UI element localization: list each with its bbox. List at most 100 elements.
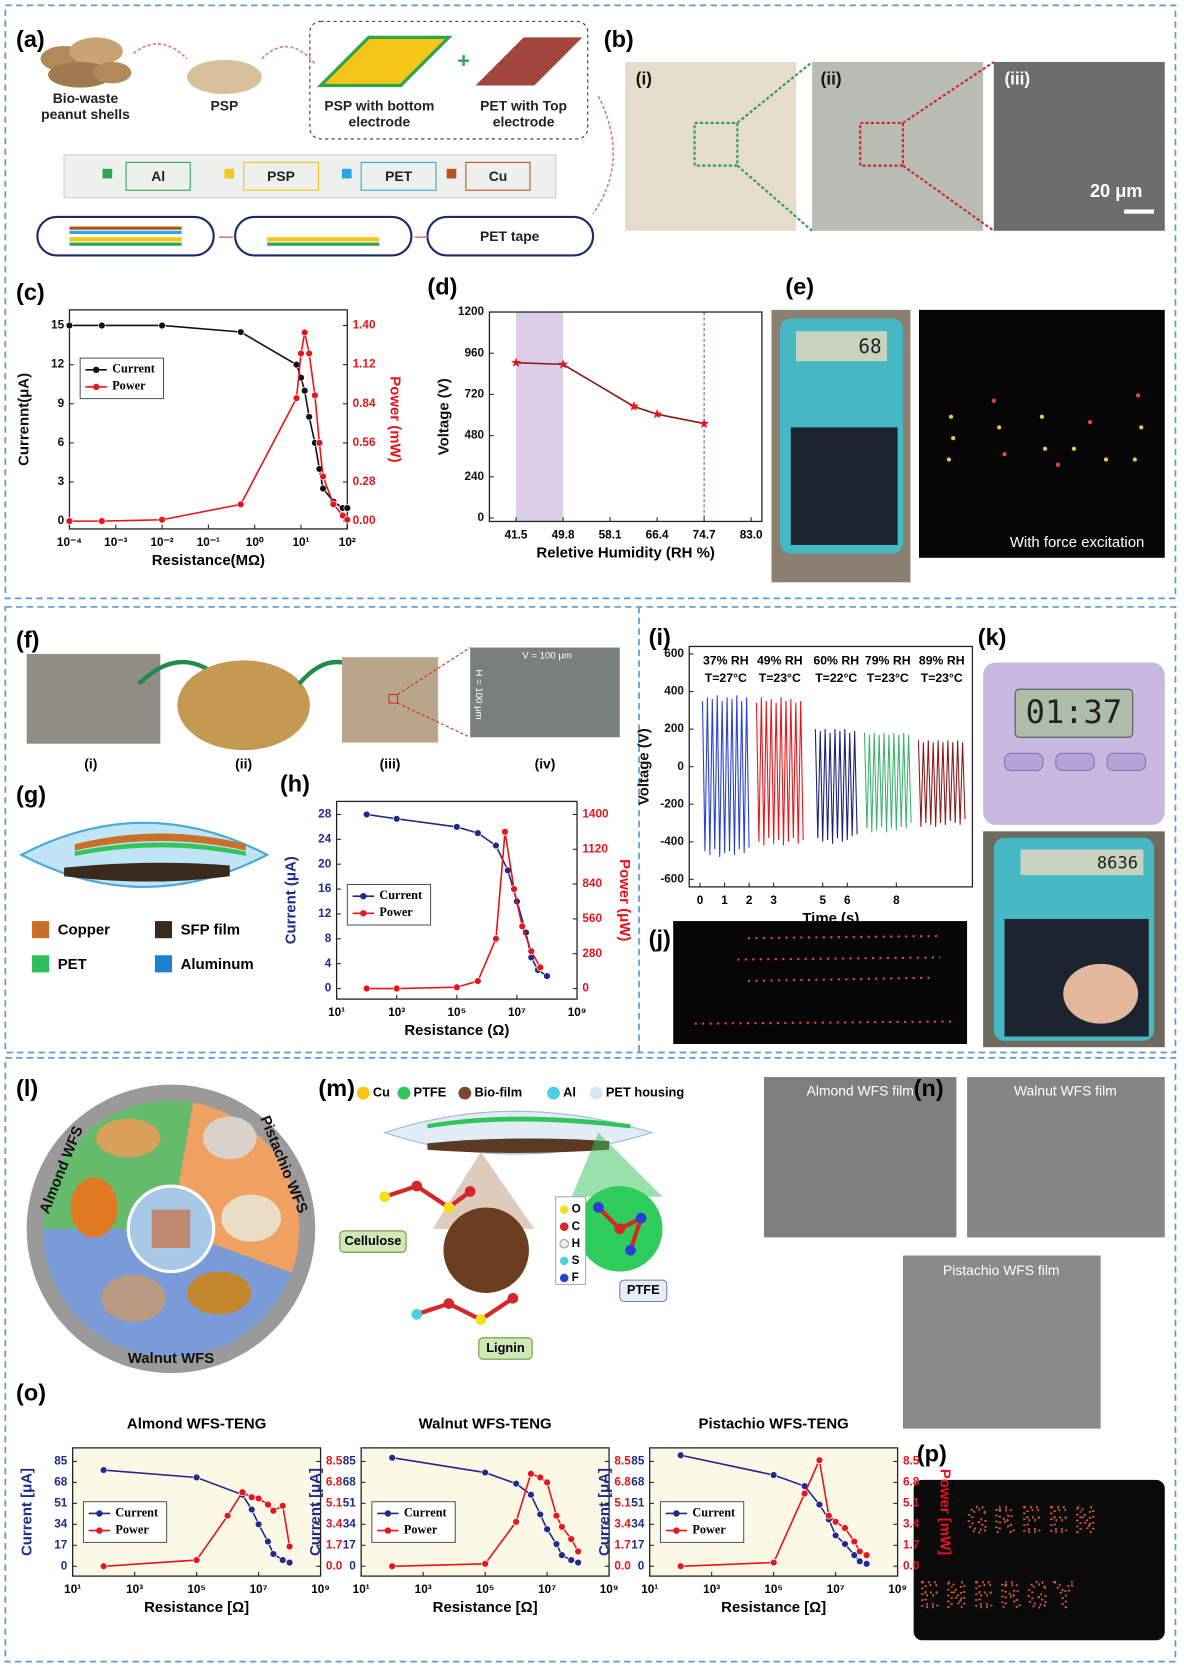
calc-display: [796, 331, 887, 362]
y-tick-label: 68: [631, 1476, 645, 1489]
x-tick-label: 5: [819, 894, 826, 907]
point: [388, 1454, 396, 1462]
point: [567, 1535, 575, 1543]
stack-pill: [234, 215, 413, 257]
y-tick-label: 85: [343, 1455, 357, 1468]
x-axis-label: Reletive Humidity (RH %): [536, 544, 714, 561]
y-tick-label: 8: [325, 932, 332, 945]
key: [154, 921, 173, 939]
item-label: PET with Top: [480, 98, 567, 114]
legend-label: Current: [404, 1505, 448, 1519]
y-tick-label: 6: [58, 436, 65, 449]
legend-box: [371, 1501, 456, 1543]
point: [343, 504, 352, 512]
led-dots: [946, 393, 1144, 467]
atom-label: F: [572, 1271, 579, 1284]
atom-label: S: [572, 1254, 580, 1267]
device-g: Copper SFP film PET Aluminum: [19, 821, 270, 973]
y-tick-label: 34: [631, 1517, 645, 1530]
legend-label: 37% RH: [703, 654, 749, 668]
sector: [42, 1228, 292, 1358]
timer-digits: 01:37: [1026, 693, 1122, 731]
y-tick-label: 0: [61, 1559, 68, 1572]
series-line: [917, 740, 966, 827]
layer-label: Cu: [489, 168, 508, 184]
x-axis-label: Resistance(MΩ): [152, 552, 265, 569]
series-line: [392, 1472, 579, 1568]
series-line: [69, 332, 348, 522]
point: [264, 1537, 272, 1546]
y-tick-label: 0: [677, 760, 684, 773]
shells: [101, 1274, 166, 1322]
y2-tick-label: 0.0: [326, 1559, 343, 1572]
sem-image: [902, 1255, 1101, 1429]
x-tick-label: 83.0: [740, 528, 763, 541]
point: [453, 823, 461, 831]
tag: [339, 1230, 407, 1253]
point: [769, 1471, 778, 1479]
x-tick-label: 10³: [703, 1583, 720, 1596]
legend-box: [79, 357, 164, 400]
panel-label: (p): [917, 1441, 947, 1467]
m-legend: Cu: [373, 1085, 390, 1100]
y-axis-label: Voltage (V): [435, 378, 452, 455]
humidity-band: [516, 312, 564, 522]
y2-tick-label: 3.4: [326, 1517, 343, 1530]
x-tick-label: 10⁹: [888, 1583, 907, 1596]
legend-marker: [92, 366, 100, 374]
y-tick-label: 4: [325, 957, 332, 970]
led-text: ENERGY: [919, 1576, 1081, 1616]
bio-film-circle: [443, 1207, 529, 1293]
panel-label: (c): [16, 279, 45, 305]
x-tick-label: 10¹: [641, 1583, 658, 1596]
led-text: GREEN: [967, 1501, 1102, 1541]
point: [453, 983, 461, 992]
legend-label: Power: [692, 1522, 726, 1536]
y-tick-label: -200: [660, 797, 684, 810]
y2-tick-label: 0.0: [903, 1559, 920, 1572]
point: [247, 1493, 256, 1501]
y2-tick-label: 280: [582, 947, 602, 960]
y-tick-label: -600: [660, 872, 684, 885]
photos-b: (i) (ii) (iii) 20 μm: [625, 61, 1165, 232]
point: [311, 391, 319, 400]
x-tick-label: 10¹: [353, 1583, 370, 1596]
panel-label: (b): [604, 26, 634, 52]
sem-n: Almond WFS film Walnut WFS film Pistachi…: [764, 1077, 1165, 1429]
dimension: H = 100 μm: [473, 669, 484, 719]
x-tick-label: 10²: [339, 536, 356, 549]
point: [278, 1556, 287, 1564]
y-tick-label: 12: [51, 358, 65, 371]
point: [392, 984, 401, 993]
legend-label: 89% RH: [919, 654, 965, 668]
point: [862, 1551, 871, 1559]
point: [99, 1466, 108, 1474]
y2-tick-label: 0.84: [353, 397, 376, 410]
pet: [74, 842, 246, 856]
shells: [203, 1116, 257, 1160]
x-axis-label: Resistance (Ω): [404, 1022, 509, 1039]
y2-tick-label: 0.00: [353, 514, 376, 527]
y2-tick-label: 5.1: [614, 1496, 631, 1509]
panel-label: (k): [978, 624, 1007, 650]
frame-middle: [4, 606, 1177, 1054]
y-axis-label: Current (μA): [283, 856, 300, 944]
schematic-a: + Bio-waste peanut shells PSP PSP with b…: [36, 20, 614, 257]
y-tick-label: 68: [54, 1476, 68, 1489]
point: [315, 439, 324, 447]
y-tick-label: -400: [660, 835, 684, 848]
sublabel: (iii): [380, 756, 401, 772]
y-tick-label: 34: [343, 1517, 357, 1530]
y2-axis-label: Power (μW): [616, 859, 633, 941]
panel-label: (j): [649, 926, 671, 952]
ring-label: Walnut WFS: [128, 1350, 215, 1367]
point: [98, 517, 106, 525]
point: [237, 328, 245, 336]
key: [32, 921, 50, 939]
x-tick-label: 10⁹: [311, 1583, 330, 1596]
tag: [478, 1337, 533, 1360]
x-tick-label: 10⁻⁴: [57, 536, 82, 549]
panel-label: (n): [914, 1075, 944, 1101]
point: [543, 1478, 551, 1487]
